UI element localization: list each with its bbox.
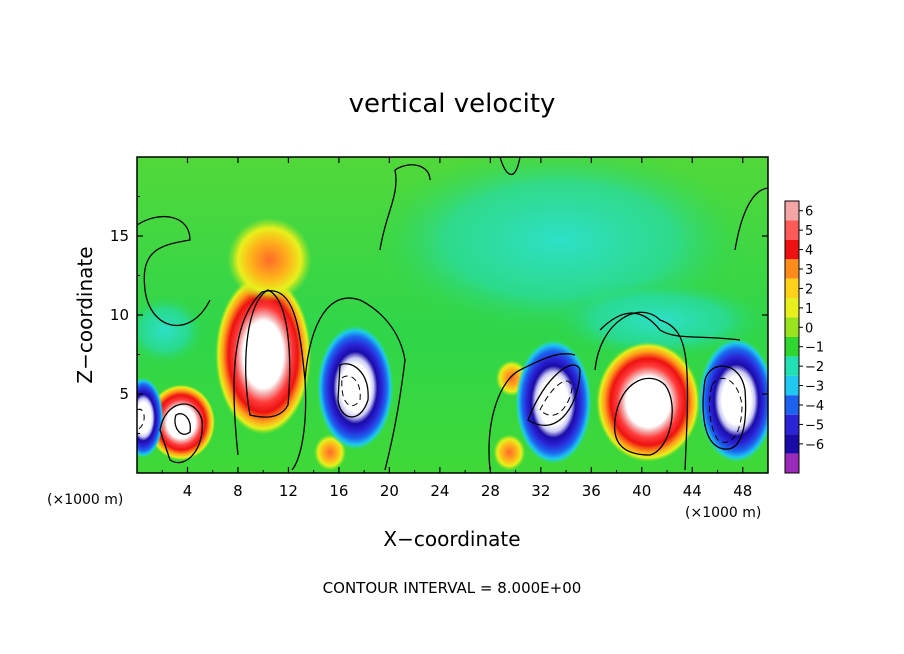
y-tick-label: 10 bbox=[110, 306, 129, 324]
contour-line bbox=[337, 363, 369, 418]
x-tick-label: 32 bbox=[531, 482, 550, 500]
contour-line bbox=[702, 365, 747, 450]
x-tick-label: 16 bbox=[329, 482, 348, 500]
contour-line bbox=[379, 164, 431, 251]
x-unit-right: (×1000 m) bbox=[685, 505, 761, 521]
contour-line bbox=[488, 353, 576, 471]
colorbar-segment bbox=[785, 434, 799, 454]
dashed-contour-line bbox=[137, 408, 145, 431]
colorbar-segment bbox=[785, 337, 799, 357]
weak-downdraft-region bbox=[550, 280, 768, 360]
downdraft-cell bbox=[137, 377, 164, 458]
contour-line bbox=[599, 312, 741, 341]
y-axis: 5 10 15 bbox=[110, 196, 768, 434]
contour-line bbox=[174, 413, 191, 435]
colorbar-segment bbox=[785, 356, 799, 376]
updraft-cell bbox=[493, 434, 526, 471]
colorbar-tick-label: −3 bbox=[805, 380, 824, 395]
colorbar-segment bbox=[785, 220, 799, 240]
downdraft-cell bbox=[515, 339, 592, 464]
x-tick-label: 48 bbox=[733, 482, 752, 500]
colorbar-segment bbox=[785, 375, 799, 396]
contour-line bbox=[613, 377, 673, 456]
colorbar-segment bbox=[785, 453, 799, 473]
colorbar-tick-label: 0 bbox=[805, 321, 813, 336]
colorbar-segment bbox=[785, 201, 799, 221]
colorbar-segment bbox=[785, 239, 799, 260]
contour-line bbox=[527, 364, 581, 427]
x-axis-title: X−coordinate bbox=[383, 527, 520, 551]
colorbar-segment bbox=[785, 317, 799, 337]
colorbar-segment bbox=[785, 414, 799, 435]
x-tick-label: 12 bbox=[279, 482, 298, 500]
x-tick-label: 36 bbox=[582, 482, 601, 500]
colorbar-tick-label: −2 bbox=[805, 360, 824, 375]
contour-line bbox=[159, 403, 203, 464]
y-tick-label: 5 bbox=[119, 385, 129, 403]
x-tick-label: 8 bbox=[233, 482, 243, 500]
colorbar: 6 5 4 3 2 1 0 −1 −2 −3 −4 −5 −6 bbox=[784, 200, 824, 474]
y-tick-label: 15 bbox=[110, 227, 129, 245]
colorbar-tick-label: 6 bbox=[805, 205, 813, 220]
contour-line bbox=[499, 157, 521, 175]
contour-line bbox=[734, 187, 768, 251]
field-features bbox=[137, 217, 768, 471]
contour-lines bbox=[137, 157, 768, 471]
colorbar-tick-label: 4 bbox=[805, 244, 813, 259]
updraft-cell bbox=[314, 434, 347, 471]
dashed-contour-line bbox=[539, 380, 573, 416]
updraft-cell bbox=[215, 274, 312, 435]
x-tick-label: 28 bbox=[481, 482, 500, 500]
contour-line bbox=[304, 297, 406, 471]
colorbar-segment bbox=[785, 259, 799, 279]
updraft-plume bbox=[227, 217, 312, 302]
x-tick-label: 40 bbox=[632, 482, 651, 500]
contour-line bbox=[137, 215, 211, 327]
x-unit-left: (×1000 m) bbox=[47, 492, 123, 508]
colorbar-segment bbox=[785, 298, 799, 318]
colorbar-segment bbox=[785, 395, 799, 415]
colorbar-tick-label: 2 bbox=[805, 282, 813, 297]
x-tick-label: 44 bbox=[683, 482, 702, 500]
y-axis-title: Z−coordinate bbox=[73, 246, 97, 383]
contour-interval-label: CONTOUR INTERVAL = 8.000E+00 bbox=[323, 579, 582, 597]
downdraft-cell bbox=[698, 338, 768, 463]
colorbar-tick-label: −5 bbox=[805, 418, 824, 433]
contour-line bbox=[245, 289, 291, 418]
updraft-cell bbox=[596, 341, 701, 462]
colorbar-tick-label: 1 bbox=[805, 302, 813, 317]
colorbar-frame bbox=[784, 200, 800, 474]
contour-line bbox=[594, 311, 689, 471]
colorbar-tick-label: −1 bbox=[805, 341, 824, 356]
chart-title: vertical velocity bbox=[349, 89, 556, 119]
colorbar-tick-label: −6 bbox=[805, 438, 824, 453]
x-tick-label: 20 bbox=[380, 482, 399, 500]
colorbar-tick-label: −4 bbox=[805, 399, 824, 414]
dashed-contour-line bbox=[709, 377, 743, 443]
x-axis: 4 8 12 16 20 24 28 32 36 40 44 48 bbox=[161, 157, 752, 500]
contour-line bbox=[233, 290, 307, 471]
x-tick-label: 24 bbox=[430, 482, 449, 500]
negative-contour-lines bbox=[137, 375, 743, 443]
downdraft-cell bbox=[317, 325, 394, 450]
plot-area bbox=[137, 157, 768, 473]
colorbar-segment bbox=[785, 278, 799, 299]
x-tick-label: 4 bbox=[183, 482, 193, 500]
colorbar-tick-label: 3 bbox=[805, 263, 813, 278]
colorbar-tick-label: 5 bbox=[805, 224, 813, 239]
